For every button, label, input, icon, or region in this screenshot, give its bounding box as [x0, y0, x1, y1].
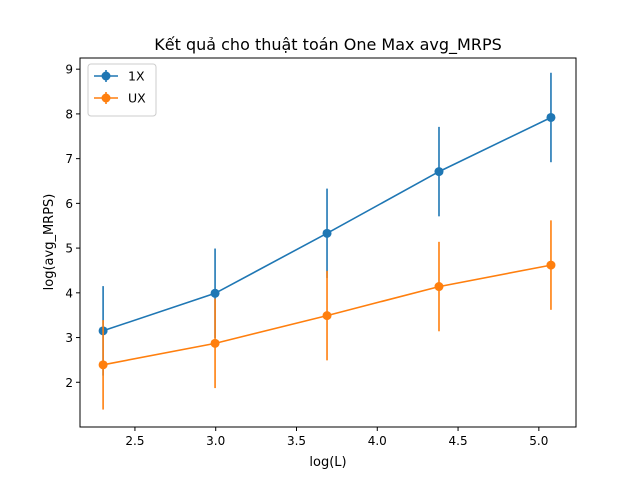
legend-label: UX — [128, 91, 146, 106]
data-point — [434, 282, 444, 292]
x-tick-label: 4.0 — [368, 434, 387, 448]
data-point — [546, 260, 556, 270]
legend-marker — [101, 93, 111, 103]
legend-marker — [101, 71, 111, 81]
legend-label: 1X — [128, 69, 145, 84]
legend: 1X UX — [87, 63, 157, 117]
axes-frame — [79, 57, 577, 428]
y-tick-label: 9 — [65, 63, 73, 77]
series-ux — [98, 220, 556, 410]
data-point — [322, 311, 332, 321]
y-axis-label: log(avg_MRPS) — [42, 194, 57, 291]
x-tick-label: 3.0 — [206, 434, 225, 448]
data-point — [546, 112, 556, 122]
x-tick-label: 4.5 — [449, 434, 468, 448]
y-tick-label: 2 — [65, 376, 73, 390]
y-tick-label: 3 — [65, 331, 73, 345]
x-tick-label: 5.0 — [529, 434, 548, 448]
y-axis: 2 3 4 5 6 7 8 9 — [65, 63, 80, 390]
legend-item-1x: 1X — [94, 69, 145, 84]
x-tick-label: 3.5 — [287, 434, 306, 448]
data-point — [434, 167, 444, 177]
series-1x — [98, 72, 556, 376]
legend-item-ux: UX — [94, 91, 146, 106]
plot-area — [98, 72, 556, 410]
x-axis: 2.5 3.0 3.5 4.0 4.5 5.0 — [125, 427, 548, 448]
chart-title: Kết quả cho thuật toán One Max avg_MRPS — [154, 35, 502, 55]
y-tick-label: 6 — [65, 197, 73, 211]
data-point — [210, 288, 220, 298]
y-tick-label: 7 — [65, 152, 73, 166]
data-point — [322, 228, 332, 238]
data-point — [210, 338, 220, 348]
x-tick-label: 2.5 — [125, 434, 144, 448]
x-axis-label: log(L) — [309, 455, 346, 470]
legend-box — [87, 63, 157, 117]
data-point — [98, 360, 108, 370]
y-tick-label: 8 — [65, 107, 73, 121]
y-tick-label: 4 — [65, 286, 73, 300]
y-tick-label: 5 — [65, 242, 73, 256]
